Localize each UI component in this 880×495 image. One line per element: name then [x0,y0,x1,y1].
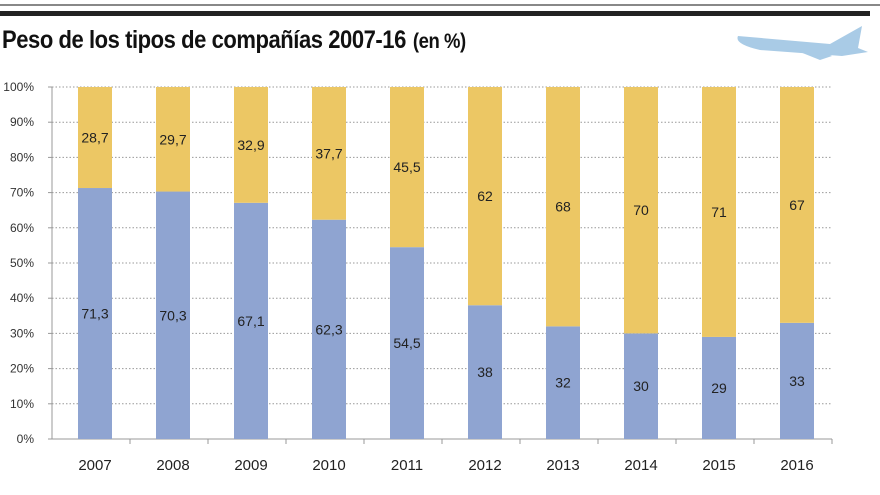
top-rule-thick [0,11,870,16]
data-label: 32,9 [237,137,264,153]
bar-segment [156,191,190,439]
x-tick-label: 2010 [312,457,345,474]
y-tick-label: 40% [10,291,34,305]
y-tick-label: 80% [10,150,34,164]
data-label: 70,3 [159,307,186,323]
bar-segment [78,87,112,189]
data-label: 38 [477,364,493,380]
data-label: 62 [477,188,493,204]
bar-segment [312,87,346,220]
data-label: 29 [711,380,727,396]
chart-title: Peso de los tipos de compañías 2007-16 (e… [2,26,466,55]
y-tick-label: 50% [10,256,34,270]
data-label: 71 [711,204,727,220]
bar-segment [390,87,424,248]
data-label: 37,7 [315,145,342,161]
y-tick-label: 90% [10,115,34,129]
data-label: 68 [555,199,571,215]
data-label: 32 [555,375,571,391]
bar-segment [156,87,190,192]
bar-segment [780,322,814,439]
x-tick-label: 2016 [780,457,813,474]
bar-segment [234,202,268,439]
x-tick-label: 2007 [78,457,111,474]
data-label: 45,5 [393,159,420,175]
x-tick-label: 2014 [624,457,657,474]
bar-segment [702,87,736,337]
bar-segment [702,336,736,439]
bar-segment [312,219,346,439]
x-tick-label: 2015 [702,457,735,474]
y-tick-label: 100% [3,80,34,94]
bar-segment [390,247,424,439]
bar-segment [624,87,658,334]
x-tick-label: 2013 [546,457,579,474]
data-label: 67,1 [237,313,264,329]
unit-text: (en %) [412,30,466,53]
data-label: 71,3 [81,306,108,322]
bar-segment [780,87,814,323]
data-label: 33 [789,373,805,389]
data-label: 54,5 [393,335,420,351]
data-label: 62,3 [315,321,342,337]
x-tick-label: 2008 [156,457,189,474]
bar-segment [546,326,580,439]
data-label: 67 [789,197,805,213]
x-tick-label: 2011 [391,457,423,474]
bar-segment [234,87,268,203]
airplane-icon [737,26,868,60]
top-rule [0,4,880,6]
bar-segment [624,333,658,439]
x-tick-label: 2009 [234,457,267,474]
y-tick-label: 60% [10,221,34,235]
y-tick-label: 30% [10,326,34,340]
x-tick-label: 2012 [468,457,501,474]
bar-segment [546,87,580,327]
bar-segment [78,188,112,439]
y-tick-label: 70% [10,186,34,200]
bar-segment [468,305,502,439]
bar-segment [468,87,502,306]
data-label: 28,7 [81,130,108,146]
data-label: 70 [633,202,649,218]
y-tick-label: 20% [10,362,34,376]
data-label: 29,7 [159,131,186,147]
y-tick-label: 0% [17,432,35,446]
data-label: 30 [633,378,649,394]
title-text: Peso de los tipos de compañías 2007-16 [2,26,406,54]
y-tick-label: 10% [10,397,34,411]
